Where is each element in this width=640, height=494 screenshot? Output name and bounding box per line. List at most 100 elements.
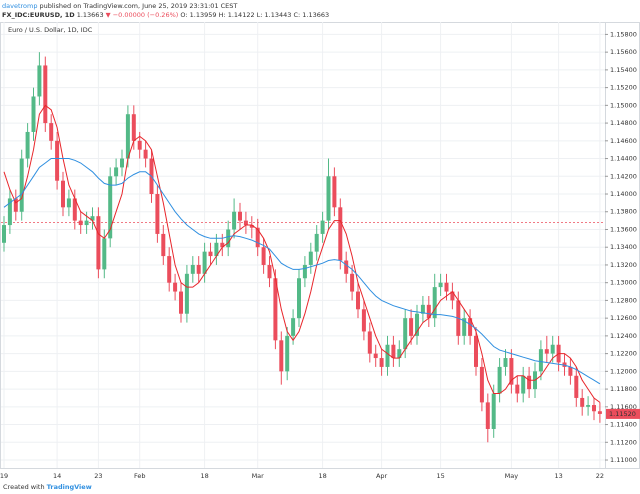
x-tick-label: Apr <box>376 472 388 480</box>
candle-body <box>131 114 136 141</box>
candle-body <box>267 264 272 279</box>
candle-body <box>444 282 449 292</box>
y-tick-label: 1.12000 <box>610 367 637 375</box>
candle-body <box>344 260 349 274</box>
x-tick-label: 14 <box>53 472 61 480</box>
candle-body <box>308 251 313 265</box>
x-tick-label: 18 <box>318 472 326 480</box>
candle-body <box>326 176 331 221</box>
y-tick-label: 1.15400 <box>610 66 637 74</box>
candle-body <box>226 229 231 248</box>
x-tick-label: Feb <box>134 472 146 480</box>
candle-body <box>550 344 555 354</box>
plot-frame <box>0 22 640 469</box>
x-tick-label: Mar <box>252 472 265 480</box>
publisher[interactable]: davetromp <box>2 2 37 10</box>
candle-body <box>25 131 30 159</box>
candle-body <box>125 114 130 159</box>
y-tick-label: 1.13800 <box>610 208 637 216</box>
candle-body <box>49 123 54 141</box>
y-tick-label: 1.14600 <box>610 137 637 145</box>
footer-brand[interactable]: TradingView <box>47 483 92 491</box>
candle-body <box>161 233 166 257</box>
candle-body <box>173 282 178 292</box>
candle-body <box>438 282 443 288</box>
candle-body <box>379 358 384 367</box>
y-tick-label: 1.12600 <box>610 314 637 322</box>
candle-body <box>31 96 36 132</box>
y-tick-label: 1.13600 <box>610 225 637 233</box>
candle-body <box>285 335 290 372</box>
candle-body <box>108 176 113 239</box>
candle-body <box>391 344 396 359</box>
candle-body <box>350 273 355 292</box>
candle-body <box>190 264 195 274</box>
candle-body <box>102 238 107 270</box>
candle-body <box>580 397 585 407</box>
candle-body <box>415 313 419 336</box>
candle-body <box>314 233 319 252</box>
candle-body <box>249 225 254 228</box>
candle-body <box>2 225 6 243</box>
candle-body <box>403 318 408 350</box>
candle-body <box>61 180 65 208</box>
candle-body <box>214 242 219 257</box>
candle-body <box>291 318 296 336</box>
symbol-line: FX_IDC:EURUSD, 1D 1.13663 ▼ −0.00000 (−0… <box>2 11 329 19</box>
candle-body <box>19 158 24 212</box>
candle-body <box>592 405 596 412</box>
ohlc: O: 1.13959 H: 1.14122 L: 1.13443 C: 1.13… <box>180 11 329 19</box>
y-tick-label: 1.15800 <box>610 30 637 38</box>
candle-body <box>167 256 172 283</box>
y-tick-label: 1.15200 <box>610 84 637 92</box>
y-tick-label: 1.11000 <box>610 456 637 464</box>
candle-body <box>55 140 60 181</box>
candle-body <box>485 402 490 429</box>
y-tick-label: 1.11400 <box>610 421 637 429</box>
candle-body <box>420 304 425 314</box>
y-tick-label: 1.11800 <box>610 385 637 393</box>
candle-body <box>479 366 484 403</box>
x-tick-label: 22 <box>596 472 604 480</box>
candle-body <box>13 198 18 212</box>
candle-body <box>220 242 225 248</box>
candle-body <box>544 349 549 354</box>
y-tick-label: 1.14800 <box>610 119 637 127</box>
candle-body <box>332 176 337 208</box>
candle-body <box>84 220 89 226</box>
candle-body <box>462 318 467 336</box>
candle-body <box>574 375 579 398</box>
y-tick-label: 1.13200 <box>610 261 637 269</box>
y-tick-label: 1.12400 <box>610 332 637 340</box>
candle-body <box>385 344 390 367</box>
y-tick-label: 1.12800 <box>610 296 637 304</box>
candle-body <box>491 393 496 429</box>
candle-body <box>367 331 372 354</box>
chart-title: Euro / U.S. Dollar, 1D, IDC <box>8 26 93 34</box>
y-tick-label: 1.15600 <box>610 48 637 56</box>
candle-body <box>509 358 514 385</box>
candle-body <box>208 251 213 257</box>
y-tick-label: 1.11600 <box>610 403 637 411</box>
indicator-line <box>3 158 601 385</box>
candle-body <box>90 216 95 221</box>
candle-body <box>261 247 266 265</box>
x-tick-label: 13 <box>554 472 562 480</box>
candle-body <box>320 220 325 234</box>
price-tag <box>606 408 640 419</box>
candle-body <box>397 349 402 359</box>
candle-body <box>202 251 207 274</box>
candle-body <box>143 149 148 159</box>
candle-body <box>120 158 124 168</box>
y-tick-label: 1.14000 <box>610 190 637 198</box>
candle-body <box>302 264 307 279</box>
x-tick-label: 19 <box>0 472 8 480</box>
candle-body <box>474 335 478 367</box>
candle-body <box>586 405 591 407</box>
y-tick-label: 1.15000 <box>610 101 637 109</box>
candle-body <box>96 216 101 270</box>
candle-body <box>497 366 502 394</box>
candle-body <box>179 291 183 314</box>
candle-body <box>279 340 284 372</box>
